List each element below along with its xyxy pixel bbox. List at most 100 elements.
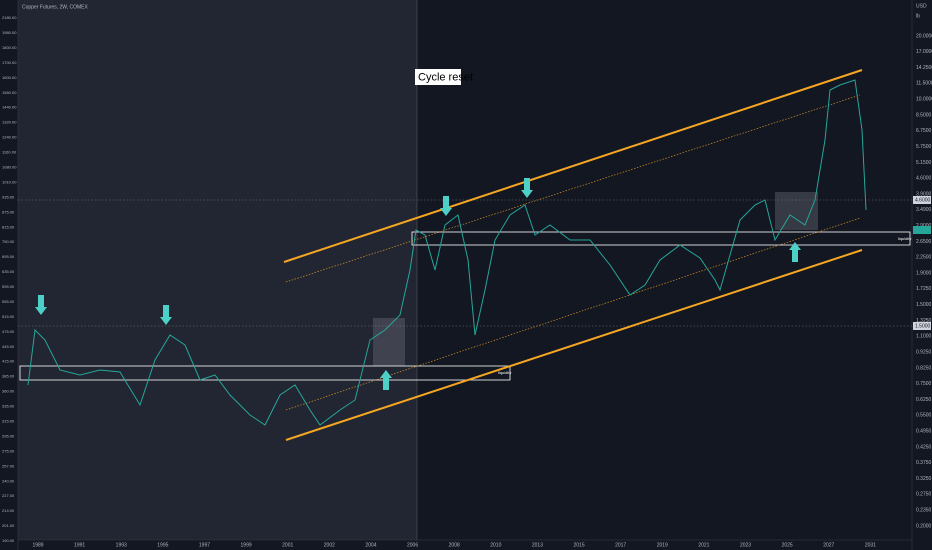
right-tick-label: 0.4950 [916, 428, 932, 434]
x-tick-label: 2013 [532, 542, 543, 548]
x-tick-label: 2002 [324, 542, 335, 548]
left-tick-label: 295.00 [2, 433, 15, 438]
right-tick-label: 0.2750 [916, 492, 932, 498]
x-tick-label: 2001 [282, 542, 293, 548]
right-tick-label: 11.5000 [916, 81, 932, 87]
left-tick-label: 475.00 [2, 329, 15, 334]
right-tick-label: 0.8250 [916, 365, 932, 371]
channel-lower [285, 249, 863, 441]
x-tick-label: 2017 [615, 542, 626, 548]
x-tick-label: 2004 [365, 542, 376, 548]
arrows [35, 178, 801, 390]
right-tick-label: 4.6000 [916, 176, 932, 182]
left-tick-label: 201.00 [2, 523, 15, 528]
channel-inner [285, 217, 861, 411]
left-tick-label: 1700.00 [2, 60, 17, 65]
left-tick-label: 214.00 [2, 508, 15, 513]
left-tick-label: 635.00 [2, 269, 15, 274]
right-tick-label: 1.3250 [916, 318, 932, 324]
right-tick-label: 8.5000 [916, 112, 932, 118]
arrow-down [160, 305, 172, 325]
left-tick-label: 1560.00 [2, 90, 17, 95]
right-tick-label: 2.6500 [916, 239, 932, 245]
left-tick-label: 315.00 [2, 419, 15, 424]
x-tick-label: 1991 [74, 542, 85, 548]
zone-box [373, 318, 405, 366]
left-tick-label: 595.00 [2, 284, 15, 289]
left-tick-label: 227.00 [2, 493, 15, 498]
right-tick-label: 3.4900 [916, 207, 932, 213]
left-tick-label: 360.00 [2, 389, 15, 394]
left-tick-label: 815.00 [2, 224, 15, 229]
x-tick-label: 2006 [407, 542, 418, 548]
left-tick-label: 257.00 [2, 463, 15, 468]
channel-upper [283, 69, 863, 263]
right-tick-label: 2.2500 [916, 255, 932, 261]
liquidity-label: liquidity [898, 236, 911, 241]
left-tick-label: 335.00 [2, 404, 15, 409]
x-tick-label: 1997 [199, 542, 210, 548]
left-tick-label: 1160.00 [2, 150, 17, 155]
left-tick-label: 1600.00 [2, 75, 17, 80]
left-tick-label: 415.00 [2, 359, 15, 364]
left-tick-label: 555.00 [2, 299, 15, 304]
left-tick-label: 1440.00 [2, 105, 17, 110]
x-tick-label: 2027 [823, 542, 834, 548]
right-tick-label: 1.5000 [916, 302, 932, 308]
arrow-up [380, 370, 392, 390]
x-tick-label: 1993 [116, 542, 127, 548]
right-tick-label: 1.7250 [916, 286, 932, 292]
right-tick-label: 0.9250 [916, 349, 932, 355]
x-tick-label: 1989 [32, 542, 43, 548]
right-tick-label: 0.2000 [916, 523, 932, 529]
left-tick-label: 875.00 [2, 209, 15, 214]
right-tick-label: 0.4250 [916, 444, 932, 450]
right-tick-label: 5.1500 [916, 160, 932, 166]
x-tick-label: 1999 [241, 542, 252, 548]
price-tag-label: 1.5000 [915, 323, 931, 329]
right-tick-label: 14.2500 [916, 65, 932, 71]
liquidity-box [19, 365, 511, 381]
chart-title: Copper Futures, 2W, COMEX [22, 4, 89, 10]
x-tick-label: 2015 [573, 542, 584, 548]
arrow-down [521, 178, 533, 198]
x-tick-label: 2031 [865, 542, 876, 548]
annotation-box [415, 69, 461, 85]
right-tick-label: 1.9000 [916, 270, 932, 276]
right-tick-label: 0.3750 [916, 460, 932, 466]
liquidity-box [411, 231, 911, 246]
arrow-up [789, 242, 801, 262]
left-tick-label: 1240.00 [2, 135, 17, 140]
liquidity-label: liquidity [498, 370, 511, 375]
left-tick-label: 695.00 [2, 254, 15, 259]
left-tick-label: 750.00 [2, 239, 15, 244]
right-tick-label: 6.7500 [916, 128, 932, 134]
right-tick-label: 0.6250 [916, 397, 932, 403]
currency: USD [916, 3, 927, 9]
annotation: Cycle reset [418, 71, 473, 83]
arrow-down [440, 196, 452, 216]
right-tick-label: 1.1000 [916, 334, 932, 340]
right-tick-label: 0.2350 [916, 508, 932, 514]
left-tick-label: 385.00 [2, 374, 15, 379]
left-tick-label: 1980.00 [2, 30, 17, 35]
left-tick-label: 445.00 [2, 344, 15, 349]
left-tick-label: 1010.00 [2, 179, 17, 184]
arrow-down [35, 295, 47, 315]
left-tick-label: 275.00 [2, 448, 15, 453]
left-tick-label: 240.00 [2, 478, 15, 483]
right-tick-label: 3.9000 [916, 191, 932, 197]
right-tick-label: 0.5500 [916, 413, 932, 419]
x-tick-label: 2025 [782, 542, 793, 548]
price-tag [913, 322, 931, 330]
x-tick-label: 1995 [157, 542, 168, 548]
x-tick-label: 2010 [490, 542, 501, 548]
zone-box [775, 192, 818, 230]
left-tick-label: 2180.00 [2, 15, 17, 20]
x-tick-label: 2019 [657, 542, 668, 548]
